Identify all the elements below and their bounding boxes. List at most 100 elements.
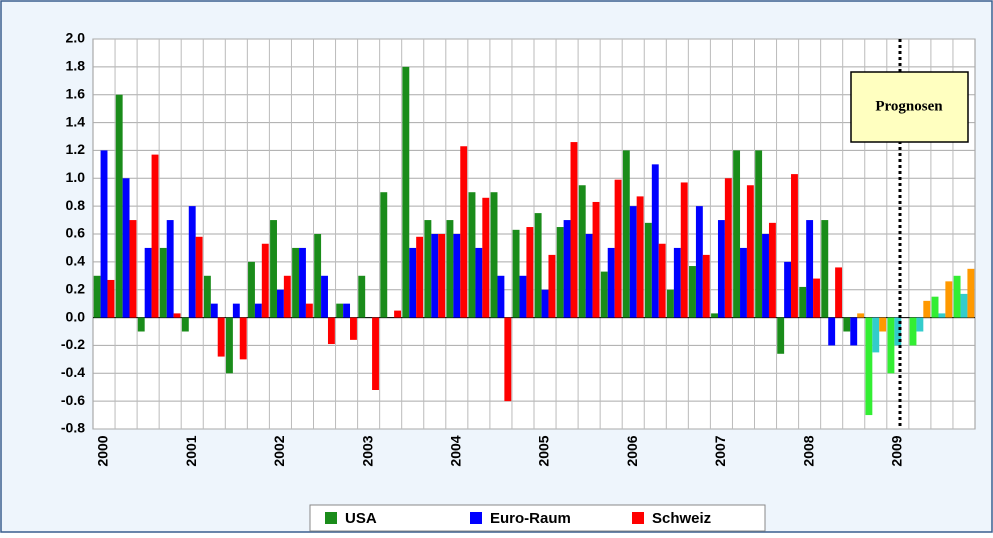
bar (689, 266, 696, 318)
bar (534, 213, 542, 318)
bar (195, 236, 203, 318)
bar (733, 150, 741, 318)
bar (938, 313, 946, 318)
bar (777, 317, 785, 354)
bar (490, 192, 498, 318)
bar (570, 142, 578, 318)
bar (217, 317, 225, 357)
bar (843, 317, 851, 332)
bar (100, 150, 108, 318)
y-tick-label: -0.2 (61, 336, 85, 352)
bar (887, 317, 895, 374)
bar (254, 303, 262, 318)
bar (115, 94, 123, 318)
bar (504, 317, 512, 402)
bar (321, 275, 328, 318)
bar (203, 275, 211, 318)
bar (394, 310, 402, 318)
annotation: Prognosen (875, 98, 943, 114)
bar (578, 185, 586, 318)
bar (872, 317, 880, 353)
bar (468, 192, 476, 318)
bar (292, 247, 300, 318)
bar (402, 66, 410, 318)
y-tick-label: 1.2 (66, 141, 86, 157)
bar (350, 317, 357, 340)
bar (305, 303, 313, 318)
x-tick-label: 2002 (271, 435, 287, 466)
bar (711, 313, 718, 318)
bar (343, 303, 351, 318)
bar (358, 275, 366, 318)
bar (813, 278, 820, 318)
x-tick-label: 2006 (624, 435, 640, 466)
legend-items: USA Euro-Raum Schweiz (325, 510, 711, 527)
bar (953, 275, 961, 318)
bar (548, 254, 556, 318)
bar (702, 254, 710, 318)
bar (784, 261, 792, 318)
bar (541, 289, 549, 318)
x-tick-label: 2005 (536, 435, 552, 466)
x-tick-label: 2001 (183, 435, 199, 466)
bar (276, 289, 284, 318)
bar (239, 317, 247, 360)
y-tick-label: 1.4 (66, 113, 86, 129)
bar (894, 317, 902, 346)
bar (600, 271, 608, 318)
legend-swatch (470, 512, 482, 524)
bar (446, 220, 454, 318)
bar (270, 220, 277, 318)
y-tick-label: 1.8 (66, 58, 86, 74)
bar (762, 234, 769, 318)
bar (799, 286, 807, 318)
bar (629, 206, 637, 318)
bar (967, 268, 975, 318)
x-tick-label: 2004 (448, 435, 464, 466)
bar (416, 236, 424, 318)
bar (850, 317, 858, 346)
bar (835, 267, 843, 318)
y-tick-label: 0.0 (66, 308, 86, 324)
legend-label: Euro-Raum (490, 510, 571, 527)
bar (475, 247, 483, 318)
bar (791, 174, 798, 318)
x-tick-label: 2009 (889, 435, 905, 466)
y-tick-label: -0.8 (61, 420, 85, 436)
bar (181, 317, 189, 332)
bar (592, 201, 600, 318)
bar (188, 206, 196, 318)
bar (144, 247, 152, 318)
bar (909, 317, 917, 346)
bar (372, 317, 379, 390)
x-tick-label: 2008 (800, 435, 816, 466)
bar (107, 279, 115, 318)
bar (755, 150, 763, 318)
bar (680, 182, 688, 318)
legend-swatch (632, 512, 644, 524)
bar (724, 178, 732, 318)
bar (666, 289, 674, 318)
bar (210, 303, 218, 318)
bar (519, 275, 527, 318)
x-tick-label: 2003 (359, 435, 375, 466)
bar (585, 234, 593, 318)
y-tick-label: 0.4 (66, 253, 86, 269)
bar (159, 247, 167, 318)
bar (960, 293, 968, 318)
y-tick-label: -0.6 (61, 392, 85, 408)
bar (151, 154, 159, 318)
annotation-box (850, 71, 969, 143)
bar (644, 222, 652, 318)
bar (380, 192, 388, 318)
bar (526, 227, 534, 318)
bar (497, 275, 505, 318)
bar (651, 164, 659, 318)
bar (336, 303, 344, 318)
bar (636, 196, 644, 318)
legend-label: Schweiz (652, 510, 711, 527)
bar (93, 275, 101, 318)
legend-swatch (325, 512, 337, 524)
y-tick-label: 0.6 (66, 225, 86, 241)
